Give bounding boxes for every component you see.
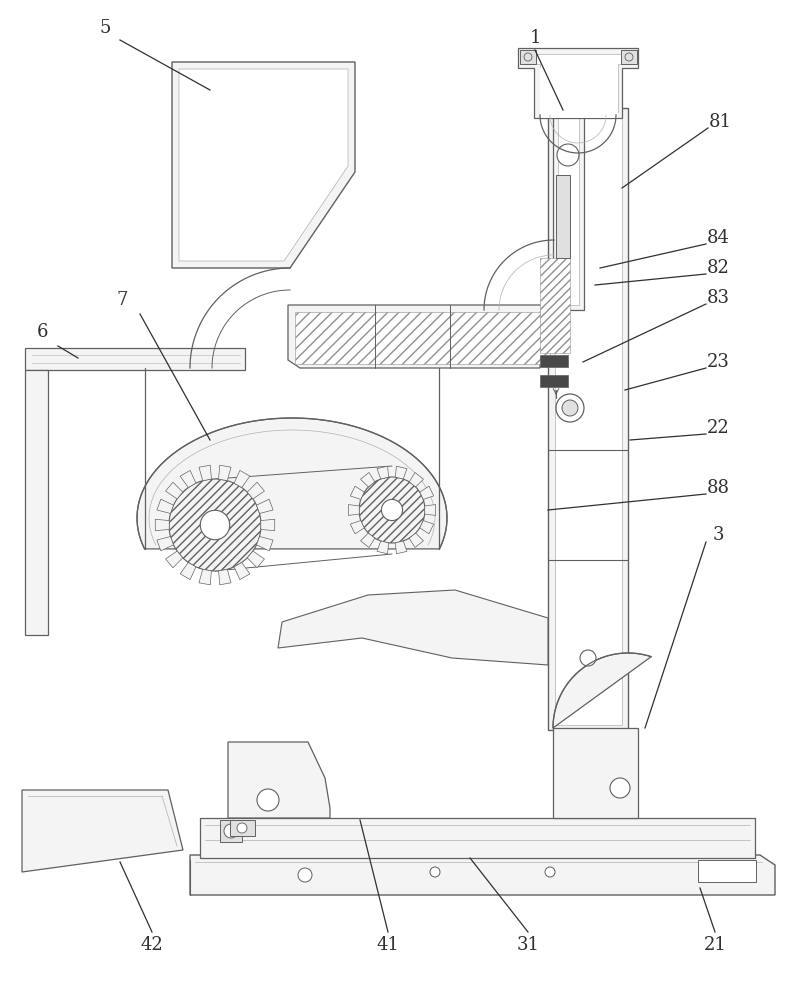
Text: 81: 81 (709, 113, 731, 131)
Circle shape (430, 867, 440, 877)
Polygon shape (22, 790, 183, 872)
Polygon shape (555, 114, 622, 725)
Text: 31: 31 (517, 936, 539, 954)
Polygon shape (410, 472, 423, 487)
Polygon shape (395, 466, 407, 479)
Text: 5: 5 (99, 19, 110, 37)
Text: 88: 88 (706, 479, 730, 497)
Text: 83: 83 (706, 289, 730, 307)
Polygon shape (155, 519, 170, 531)
Polygon shape (166, 482, 182, 499)
Polygon shape (199, 465, 211, 481)
Circle shape (557, 144, 579, 166)
Polygon shape (200, 818, 755, 858)
Bar (556, 175, 570, 258)
Bar (230, 820, 255, 836)
Circle shape (224, 824, 238, 838)
Polygon shape (420, 486, 434, 499)
Polygon shape (190, 855, 775, 895)
Polygon shape (361, 472, 374, 487)
Polygon shape (234, 470, 250, 488)
Polygon shape (377, 466, 389, 479)
Polygon shape (553, 653, 651, 728)
Polygon shape (348, 505, 359, 515)
Bar (540, 375, 568, 387)
Polygon shape (257, 537, 273, 551)
Polygon shape (247, 482, 265, 499)
Text: 7: 7 (116, 291, 128, 309)
Bar (295, 312, 550, 364)
Polygon shape (548, 108, 628, 730)
Circle shape (359, 477, 425, 543)
Polygon shape (172, 62, 355, 268)
Polygon shape (25, 348, 245, 370)
Circle shape (625, 53, 633, 61)
Polygon shape (25, 370, 48, 635)
Polygon shape (166, 551, 182, 568)
Polygon shape (199, 569, 211, 585)
Bar (540, 258, 570, 353)
Polygon shape (410, 533, 423, 548)
Text: 42: 42 (141, 936, 163, 954)
Polygon shape (558, 73, 579, 305)
Polygon shape (157, 537, 174, 551)
Polygon shape (377, 541, 389, 554)
Polygon shape (179, 69, 348, 261)
Polygon shape (137, 418, 447, 549)
Text: 82: 82 (706, 259, 730, 277)
Polygon shape (553, 68, 584, 310)
Polygon shape (350, 521, 364, 534)
Polygon shape (288, 305, 552, 368)
Polygon shape (395, 541, 407, 554)
Polygon shape (350, 486, 364, 499)
Polygon shape (361, 533, 374, 548)
Circle shape (382, 499, 402, 521)
Polygon shape (420, 521, 434, 534)
Circle shape (556, 394, 584, 422)
Bar (698, 860, 756, 882)
Polygon shape (218, 465, 231, 481)
Polygon shape (180, 470, 196, 488)
Bar (540, 355, 568, 367)
Circle shape (545, 867, 555, 877)
Bar (220, 820, 242, 842)
Polygon shape (234, 562, 250, 580)
Polygon shape (157, 499, 174, 513)
Polygon shape (553, 728, 638, 818)
Circle shape (237, 823, 247, 833)
Text: 22: 22 (706, 419, 730, 437)
Polygon shape (425, 505, 436, 515)
Circle shape (562, 400, 578, 416)
Circle shape (200, 510, 230, 540)
Circle shape (298, 868, 312, 882)
Polygon shape (247, 551, 265, 568)
Polygon shape (228, 742, 330, 818)
Circle shape (580, 650, 596, 666)
Polygon shape (278, 590, 548, 665)
Bar (520, 50, 536, 64)
Text: 6: 6 (36, 323, 48, 341)
Circle shape (257, 789, 279, 811)
Text: 3: 3 (712, 526, 724, 544)
Text: 23: 23 (706, 353, 730, 371)
Polygon shape (518, 48, 638, 118)
Bar (621, 50, 637, 64)
Text: 1: 1 (530, 29, 541, 47)
Circle shape (610, 778, 630, 798)
Text: 84: 84 (706, 229, 730, 247)
Bar (540, 68, 618, 118)
Polygon shape (257, 499, 273, 513)
Text: 41: 41 (377, 936, 399, 954)
Polygon shape (218, 569, 231, 585)
Polygon shape (261, 519, 274, 531)
Polygon shape (526, 54, 630, 112)
Circle shape (169, 479, 261, 571)
Circle shape (524, 53, 532, 61)
Polygon shape (180, 562, 196, 580)
Text: 21: 21 (703, 936, 726, 954)
